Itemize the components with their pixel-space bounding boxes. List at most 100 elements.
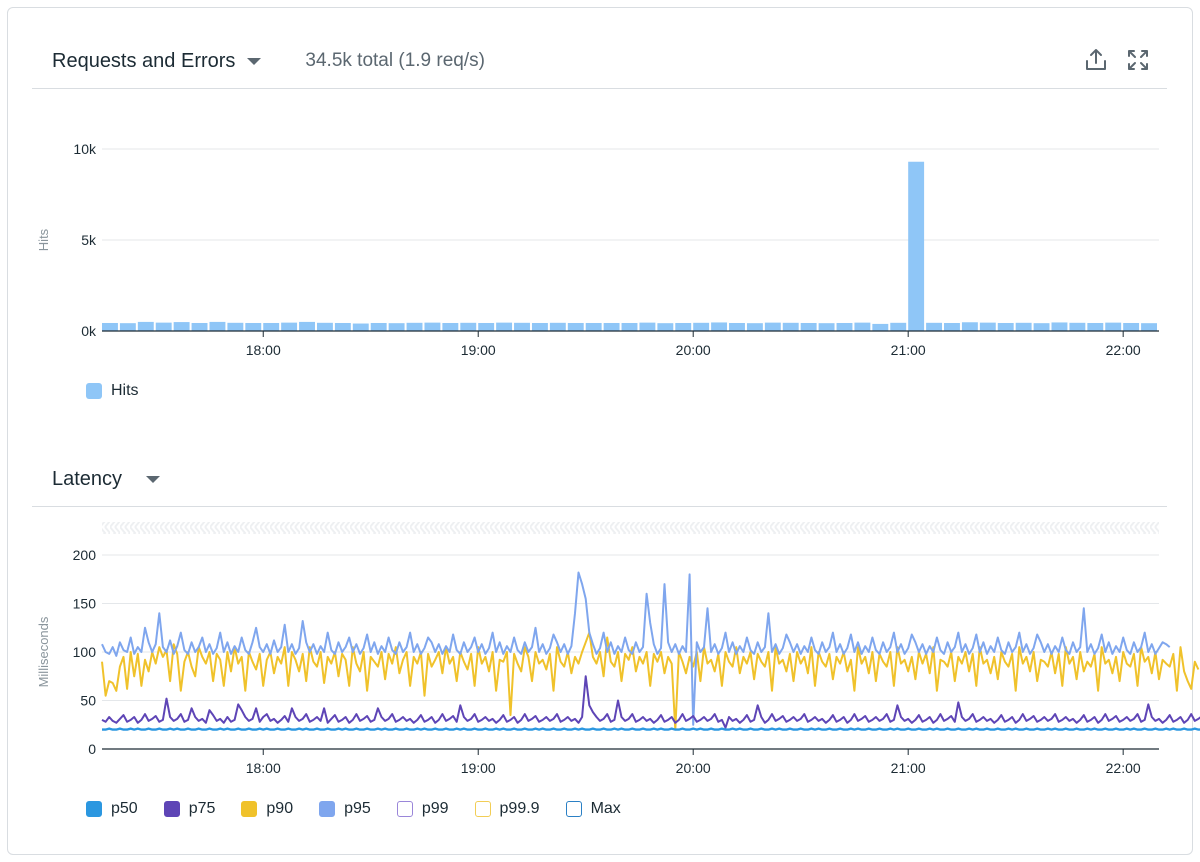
- legend-swatch: [241, 801, 258, 817]
- chevron-down-icon[interactable]: [247, 57, 262, 65]
- latency-panel-header[interactable]: Latency: [52, 459, 161, 499]
- legend-item-hits[interactable]: Hits: [86, 382, 139, 400]
- hits-bar: [406, 322, 423, 331]
- hits-bar: [1141, 323, 1157, 331]
- hits-bar: [191, 322, 208, 331]
- hits-bar: [388, 323, 405, 331]
- legend-item-p90[interactable]: p90: [241, 800, 293, 818]
- x-tick-label: 22:00: [1106, 342, 1141, 358]
- hits-bar: [263, 322, 280, 331]
- series-line-p90: [101, 631, 1200, 731]
- hits-bar: [854, 322, 871, 331]
- legend-item-p99-9[interactable]: p99.9: [474, 800, 540, 818]
- legend-swatch: [86, 801, 102, 817]
- hits-bar: [764, 322, 781, 331]
- hits-bar: [872, 323, 889, 331]
- hits-bar: [155, 322, 172, 331]
- legend-label: p95: [344, 800, 371, 817]
- hits-bar: [209, 321, 226, 331]
- series-line-p95: [101, 571, 1171, 726]
- hits-bar: [496, 322, 513, 331]
- legend-item-p75[interactable]: p75: [163, 800, 216, 818]
- legend-swatch: [319, 801, 336, 817]
- hits-bar: [639, 322, 656, 331]
- legend-label: Max: [590, 800, 621, 817]
- hits-bar: [836, 322, 853, 331]
- latency-panel-title: Latency: [52, 467, 123, 490]
- export-icon[interactable]: [1083, 47, 1109, 73]
- header-divider: [32, 88, 1167, 89]
- hits-bar: [908, 161, 925, 331]
- y-tick-label: 0: [88, 741, 96, 757]
- expand-icon[interactable]: [1125, 47, 1151, 73]
- legend-item-max[interactable]: Max: [565, 800, 621, 818]
- x-tick-label: 20:00: [676, 342, 711, 358]
- y-tick-label: 10k: [73, 141, 97, 157]
- legend-item-p50[interactable]: p50: [86, 800, 138, 818]
- hits-bar: [119, 323, 136, 331]
- hits-bar: [729, 322, 745, 331]
- y-tick-label: 0k: [81, 323, 97, 339]
- hits-bar: [1123, 322, 1140, 331]
- hits-bar: [299, 321, 315, 331]
- legend-swatch: [163, 801, 180, 817]
- requests-panel-header[interactable]: Requests and Errors 34.5k total (1.9 req…: [52, 41, 485, 81]
- legend-label: p99: [421, 800, 449, 817]
- latency-line-chart: 0 50 100 150 200 Milliseconds 18:00 19:00 20:00 2…: [36, 522, 1200, 776]
- hits-bar: [1051, 322, 1068, 331]
- hits-bar: [531, 322, 548, 331]
- y-axis-label: Milliseconds: [36, 616, 51, 687]
- hits-bar: [442, 322, 459, 331]
- requests-panel-title: Requests and Errors: [52, 49, 236, 72]
- hits-bar: [549, 322, 566, 331]
- hits-bar: [370, 322, 387, 331]
- hits-bar: [316, 322, 333, 331]
- hits-bar: [979, 322, 996, 331]
- chevron-down-icon[interactable]: [146, 475, 161, 483]
- hits-bar: [997, 322, 1014, 331]
- x-tick-label: 19:00: [461, 760, 496, 776]
- legend-swatch: [86, 383, 102, 399]
- latency-legend: p50 p75 p90 p95 p99 p99.9 Max: [86, 800, 647, 818]
- hits-bar: [944, 322, 960, 331]
- hits-bar: [137, 321, 154, 331]
- x-tick-label: 21:00: [891, 760, 926, 776]
- y-tick-label: 100: [73, 644, 97, 660]
- legend-label: p75: [188, 800, 216, 817]
- y-tick-label: 200: [73, 547, 97, 563]
- hits-bar: [567, 322, 584, 331]
- hits-bar: [227, 322, 244, 331]
- legend-item-p95[interactable]: p95: [319, 800, 371, 818]
- hits-bar: [926, 322, 943, 331]
- x-tick-label: 20:00: [676, 760, 711, 776]
- hits-bar: [514, 322, 530, 331]
- hits-bar: [352, 323, 369, 331]
- hits-bar: [245, 322, 262, 331]
- hits-bar: [675, 322, 692, 331]
- hits-bar: [281, 322, 298, 331]
- hits-bar: [693, 322, 710, 331]
- hits-bar: [711, 322, 728, 331]
- hits-bar: [961, 322, 978, 331]
- x-tick-label: 21:00: [891, 342, 926, 358]
- hits-legend: Hits: [86, 382, 165, 400]
- hits-bar: [1069, 322, 1086, 331]
- x-tick-label: 18:00: [246, 760, 281, 776]
- hits-bar: [460, 322, 477, 331]
- hits-bar: [1015, 322, 1032, 331]
- legend-label: Hits: [111, 382, 139, 399]
- legend-label: p90: [266, 800, 294, 817]
- hits-bar: [478, 322, 495, 331]
- hits-bar: [800, 322, 817, 331]
- legend-label: p99.9: [499, 800, 540, 817]
- hits-bar: [424, 322, 441, 331]
- legend-item-p99[interactable]: p99: [396, 800, 449, 818]
- hits-bar-chart: 0k 5k 10k Hits 18:00 19:00 20:00 21:00 22:00: [36, 141, 1159, 358]
- hits-bar: [334, 322, 351, 331]
- hits-bar: [746, 323, 763, 331]
- hits-bar: [1105, 322, 1122, 331]
- legend-swatch: [565, 801, 582, 817]
- hits-bar: [102, 322, 118, 331]
- series-line-p75: [101, 675, 1200, 729]
- series-line-p50: [102, 727, 1200, 731]
